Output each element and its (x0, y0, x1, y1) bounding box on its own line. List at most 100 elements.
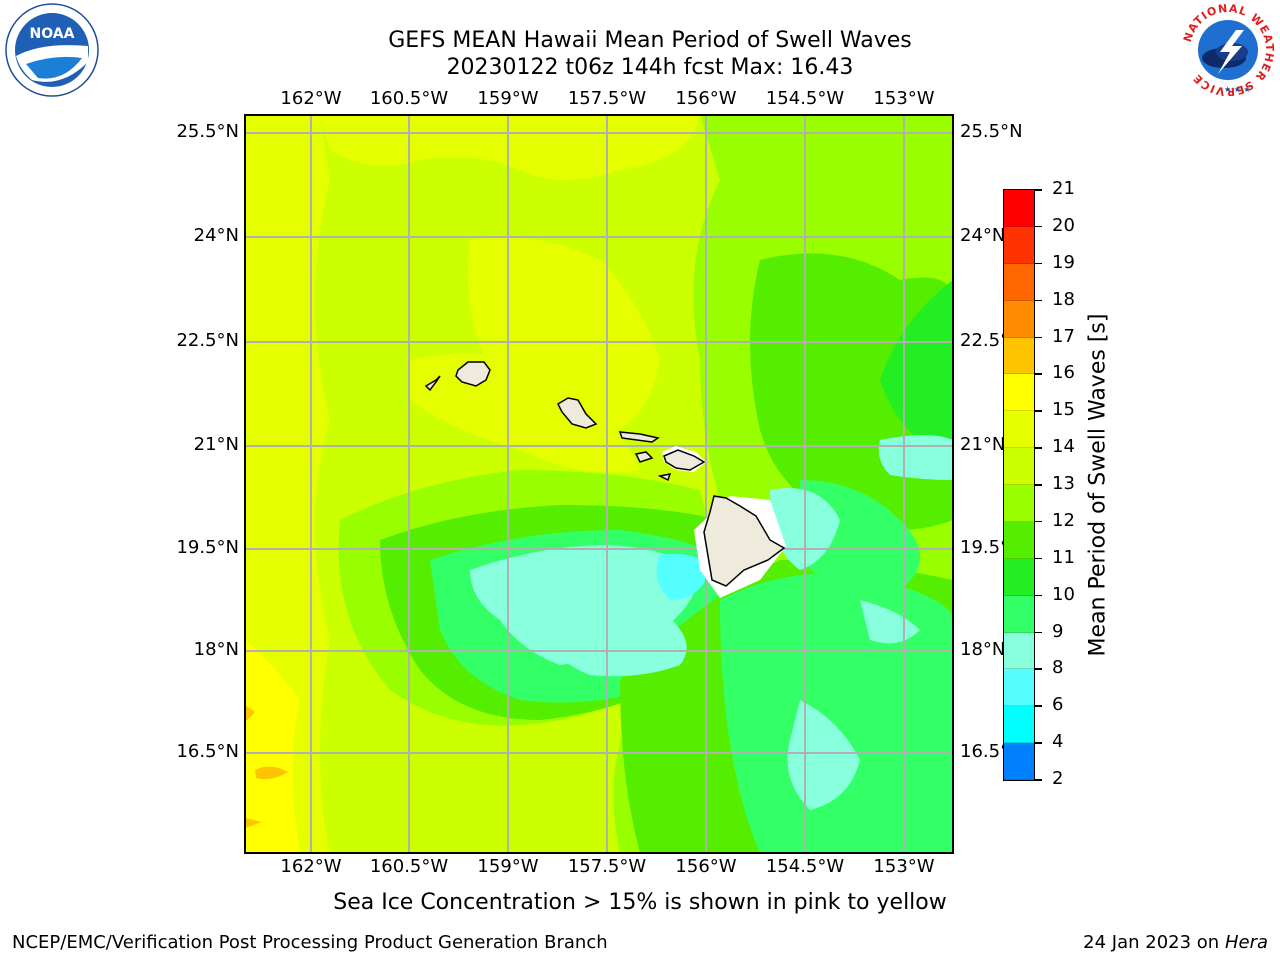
colorbar-tick-label: 9 (1052, 620, 1064, 642)
footer-host: Hera (1224, 932, 1268, 953)
island-kahoolawe (657, 473, 672, 482)
colorbar-tick (1034, 631, 1042, 633)
colorbar-segment (1004, 669, 1034, 707)
colorbar-tick-label: 11 (1052, 546, 1075, 568)
colorbar-tick (1034, 225, 1042, 228)
colorbar-tick (1034, 520, 1042, 523)
colorbar-tick-label: 13 (1052, 473, 1075, 494)
lat-label-left: 24°N (193, 225, 239, 246)
noaa-logo-text: NOAA (30, 26, 75, 42)
colorbar-tick-label: 14 (1052, 436, 1075, 458)
lon-label-top: 153°W (873, 88, 935, 109)
colorbar-tick (1034, 779, 1042, 781)
colorbar-tick-label: 15 (1052, 399, 1075, 421)
island-molokai (618, 431, 660, 443)
lat-label-left: 21°N (193, 434, 239, 455)
hawaiian-islands (424, 361, 786, 598)
colorbar-tick-label: 18 (1052, 288, 1075, 310)
sea-ice-caption: Sea Ice Concentration > 15% is shown in … (333, 890, 947, 915)
lon-label-bottom: 153°W (873, 856, 935, 877)
colorbar-segment (1004, 190, 1034, 227)
colorbar-segment (1004, 374, 1034, 412)
colorbar-segment (1004, 485, 1034, 522)
colorbar-tick (1034, 705, 1042, 707)
colorbar-segment (1004, 448, 1034, 485)
lon-label-bottom: 156°W (675, 856, 737, 877)
island-kauai (455, 361, 491, 387)
colorbar-tick (1034, 299, 1042, 302)
colorbar-tick (1034, 262, 1042, 265)
colorbar-tick-label: 10 (1052, 583, 1075, 605)
footer-branch: NCEP/EMC/Verification Post Processing Pr… (12, 932, 608, 953)
colorbar-tick (1034, 447, 1042, 449)
colorbar-segment (1004, 743, 1034, 780)
colorbar-tick-label: 19 (1052, 251, 1075, 273)
lat-label-right: 25.5°N (960, 121, 1023, 142)
island-lanai (634, 451, 654, 463)
graticule (245, 115, 953, 853)
lat-label-left: 19.5°N (176, 537, 239, 558)
swell-period-field (245, 115, 953, 853)
lat-label-left: 25.5°N (176, 121, 239, 142)
footer-date: 24 Jan 2023 on Hera (1083, 932, 1268, 953)
colorbar-tick-label: 8 (1052, 657, 1064, 679)
lon-label-top: 157.5°W (567, 88, 647, 109)
colorbar-tick (1034, 189, 1042, 191)
colorbar-tick-label: 16 (1052, 362, 1075, 384)
colorbar-title: Mean Period of Swell Waves [s] (1085, 313, 1111, 657)
colorbar-tick (1034, 484, 1042, 486)
colorbar-tick (1034, 557, 1042, 560)
lon-label-top: 160.5°W (369, 88, 449, 109)
island-maui (663, 449, 706, 471)
colorbar-tick (1034, 336, 1042, 338)
lat-label-right: 18°N (960, 639, 1006, 660)
map-title: GEFS MEAN Hawaii Mean Period of Swell Wa… (388, 28, 912, 53)
lat-label-left: 18°N (193, 639, 239, 660)
colorbar-tick-label: 20 (1052, 214, 1075, 236)
colorbar-tick-label: 2 (1052, 768, 1064, 789)
colorbar-segment (1004, 632, 1034, 670)
svg-text:★ ★ ★: ★ ★ ★ (1224, 85, 1251, 94)
lat-label-left: 22.5°N (176, 330, 239, 351)
island-hawaii (703, 495, 786, 587)
lat-label-left: 16.5°N (176, 741, 239, 762)
lon-label-bottom: 160.5°W (369, 856, 449, 877)
colorbar-segment (1004, 595, 1034, 633)
nws-logo: NATIONAL WEATHER SERVICE ★ ★ ★ (1181, 2, 1275, 98)
colorbar (1003, 189, 1035, 781)
colorbar-tick-label: 21 (1052, 178, 1075, 199)
lon-label-top: 154.5°W (765, 88, 845, 109)
colorbar-tick-label: 12 (1052, 509, 1075, 531)
lon-label-bottom: 157.5°W (567, 856, 647, 877)
island-niihau (424, 375, 441, 392)
colorbar-tick (1034, 410, 1042, 412)
lon-label-bottom: 162°W (280, 856, 342, 877)
lon-label-top: 156°W (675, 88, 737, 109)
colorbar-tick (1034, 668, 1042, 670)
colorbar-segment (1004, 706, 1034, 744)
footer-date-text: 24 Jan 2023 on (1083, 932, 1225, 953)
colorbar-segment (1004, 300, 1034, 338)
colorbar-segment (1004, 521, 1034, 559)
lat-label-right: 21°N (960, 434, 1006, 455)
colorbar-segment (1004, 558, 1034, 596)
colorbar-segment (1004, 226, 1034, 264)
map-subtitle: 20230122 t06z 144h fcst Max: 16.43 (446, 55, 854, 80)
colorbar-tick-label: 4 (1052, 731, 1064, 753)
lon-label-bottom: 159°W (477, 856, 539, 877)
colorbar-tick (1034, 594, 1042, 597)
map-frame (244, 114, 954, 854)
colorbar-segment (1004, 411, 1034, 449)
lat-label-right: 24°N (960, 225, 1006, 246)
colorbar-tick-label: 6 (1052, 694, 1064, 716)
lon-label-top: 162°W (280, 88, 342, 109)
colorbar-segment (1004, 337, 1034, 375)
lon-label-top: 159°W (477, 88, 539, 109)
colorbar-tick (1034, 373, 1042, 375)
lon-label-bottom: 154.5°W (765, 856, 845, 877)
colorbar-tick (1034, 742, 1042, 744)
colorbar-tick-label: 17 (1052, 325, 1075, 347)
island-oahu (557, 397, 598, 429)
noaa-logo: NOAA (5, 3, 99, 97)
